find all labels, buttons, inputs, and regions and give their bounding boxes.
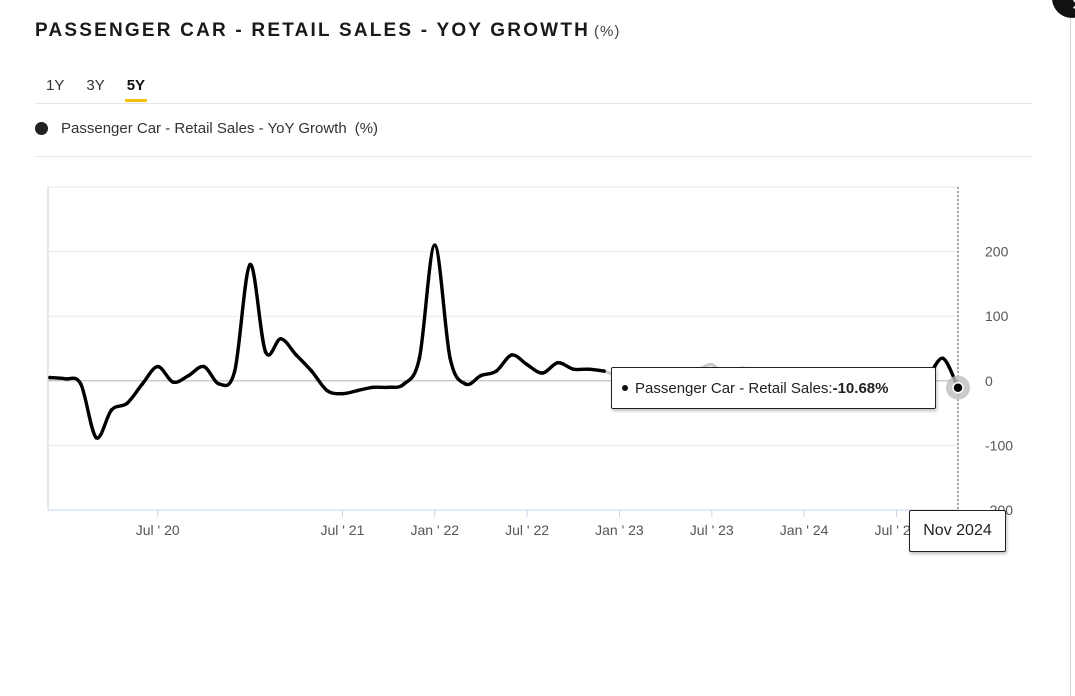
data-point (340, 391, 345, 396)
tab-1y[interactable]: 1Y (46, 77, 65, 94)
crosshair-date-label: Nov 2024 (909, 510, 1006, 552)
legend-divider (35, 156, 1033, 157)
data-point (294, 353, 299, 357)
data-point (509, 353, 514, 357)
tab-5y[interactable]: 5Y (116, 76, 156, 102)
x-tick-label: Jan ' 23 (595, 522, 644, 538)
legend-label: Passenger Car - Retail Sales - YoY Growt… (61, 120, 347, 137)
chart-tooltip: Passenger Car - Retail Sales: -10.68% (611, 367, 936, 409)
data-point (586, 367, 591, 371)
data-point (125, 401, 129, 406)
data-point (248, 262, 252, 267)
title-unit: (%) (594, 23, 621, 40)
y-tick-label: 100 (985, 308, 1009, 324)
data-point (540, 371, 545, 375)
tabs-divider (35, 103, 1033, 104)
tooltip-value: -10.68% (832, 379, 889, 397)
range-tabs: 1Y 3Y 5Y (35, 76, 156, 102)
series-line (48, 243, 606, 440)
x-tick-label: Jan ' 22 (410, 522, 459, 538)
y-tick-label: 200 (985, 244, 1009, 260)
plot-frame (47, 186, 959, 511)
data-point (140, 382, 145, 386)
data-point (571, 367, 576, 371)
data-point (494, 369, 499, 373)
data-point (232, 369, 237, 373)
y-tick-label: -100 (985, 437, 1013, 453)
data-point (479, 373, 483, 378)
legend-unit: (%) (354, 120, 379, 137)
data-point (325, 388, 329, 393)
data-point (309, 369, 314, 373)
x-tick-label: Jul ' 20 (136, 522, 180, 538)
data-point (279, 337, 283, 341)
data-point (386, 385, 391, 390)
data-point (525, 362, 529, 367)
hover-point (952, 381, 964, 394)
data-point (371, 385, 375, 390)
data-point (155, 364, 160, 369)
data-point (63, 377, 68, 381)
data-point (48, 375, 52, 380)
page-title: PASSENGER CAR - RETAIL SALES - YOY GROWT… (35, 20, 620, 42)
x-tick-label: Jul ' 21 (320, 522, 364, 538)
data-point (556, 360, 560, 365)
legend-dot-icon (35, 122, 48, 135)
data-point (432, 243, 437, 247)
data-point (109, 408, 114, 412)
data-point (171, 380, 175, 384)
data-point (94, 435, 98, 440)
data-point (186, 373, 191, 378)
data-point (78, 382, 83, 386)
data-point (263, 349, 268, 354)
legend-item[interactable]: Passenger Car - Retail Sales - YoY Growt… (35, 120, 378, 137)
y-tick-label: 0 (985, 373, 993, 389)
data-point (463, 382, 468, 386)
data-point (202, 364, 206, 369)
data-point (602, 369, 606, 373)
x-tick-label: Jan ' 24 (780, 522, 829, 538)
x-tick-label: Jul ' 23 (690, 522, 734, 538)
tooltip-bullet-icon (622, 385, 628, 391)
title-text: PASSENGER CAR - RETAIL SALES - YOY GROWT… (35, 20, 591, 41)
x-tick-label: Jul ' 24 (874, 522, 918, 538)
series-line-faded (49, 243, 960, 440)
tab-3y[interactable]: 3Y (86, 77, 105, 94)
data-point (417, 356, 422, 360)
data-point (448, 356, 452, 360)
data-point (217, 382, 222, 386)
tooltip-series: Passenger Car - Retail Sales: (635, 379, 833, 397)
data-point (402, 382, 406, 386)
panel-edge (1070, 0, 1071, 696)
close-icon: ✕ (1071, 0, 1075, 14)
data-point (355, 388, 360, 393)
x-tick-label: Jul ' 22 (505, 522, 549, 538)
